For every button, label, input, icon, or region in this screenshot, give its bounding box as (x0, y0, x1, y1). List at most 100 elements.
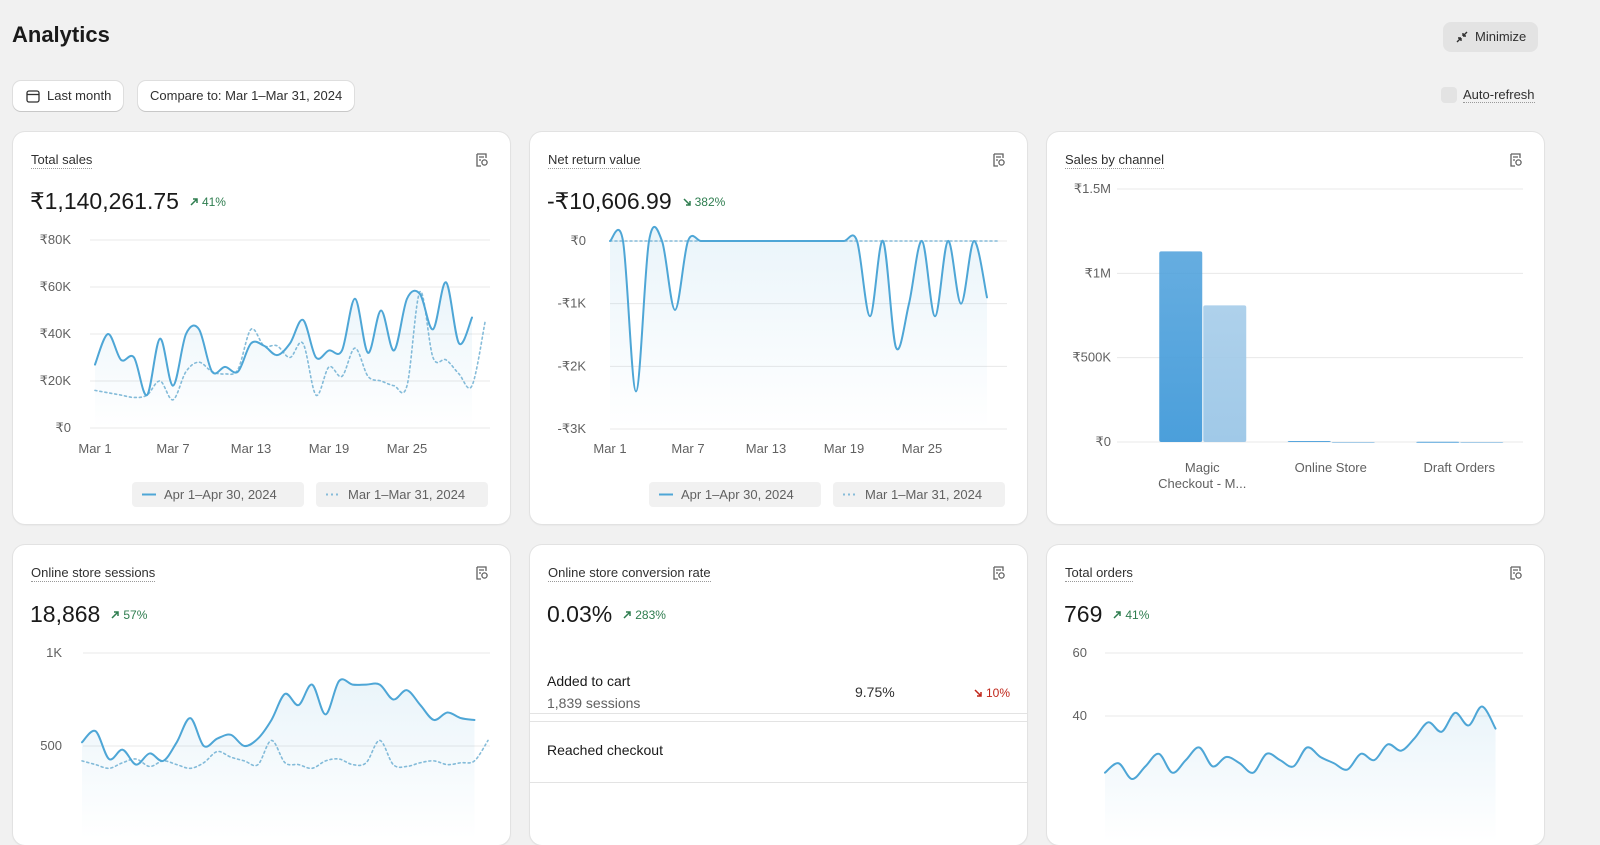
minimize-button[interactable]: Minimize (1443, 22, 1539, 52)
y-tick-label: -₹3K (557, 421, 586, 436)
card: Online store conversion rate 0.03% 283% Add… (530, 545, 1027, 845)
y-tick-label: ₹0 (570, 233, 586, 248)
legend-item: Apr 1–Apr 30, 2024 (649, 482, 821, 507)
legend-bg (833, 482, 1005, 507)
card-title[interactable]: Total orders (1065, 565, 1133, 582)
bar (1203, 305, 1247, 442)
funnel-row: Reached checkout (530, 721, 1027, 783)
change-value: 382% (694, 194, 726, 209)
compare-label: Compare to: Mar 1–Mar 31, 2024 (150, 88, 343, 103)
y-tick-label: 60 (1073, 645, 1087, 660)
y-tick-label: -₹2K (557, 358, 586, 373)
date-range-button[interactable]: Last month (13, 81, 124, 111)
x-tick-label: Mar 7 (1169, 545, 1202, 548)
legend-item: Mar 1–Mar 31, 2024 (833, 482, 1005, 507)
series-line (81, 678, 476, 766)
chart: ₹0 -₹1K -₹2K -₹3K Mar 1 Mar 7 Mar 13 Mar 19 Mar … (557, 225, 1007, 507)
icon-lens (998, 159, 1005, 166)
x-tick-label: Mar 1 (78, 441, 111, 456)
series-area (1105, 706, 1496, 842)
y-tick-label: ₹500K (1072, 350, 1111, 365)
trend-arrow (623, 610, 631, 619)
x-tick-label: Draft Orders (1423, 460, 1495, 475)
change-indicator: 382% (682, 194, 726, 209)
funnel-sessions: 1,839 sessions (547, 695, 641, 711)
explore-icon (476, 153, 488, 167)
bar (1460, 442, 1504, 443)
bar (1159, 251, 1203, 442)
x-tick-label: Online Store (1294, 460, 1367, 475)
card-value: 18,868 (30, 601, 101, 627)
card-value: 769 (1064, 601, 1103, 627)
trend-arrow (111, 610, 120, 619)
y-tick-label: ₹40K (40, 326, 72, 341)
chart: ₹0 ₹500K ₹1M ₹1.5M (1072, 181, 1523, 449)
card-value: ₹1,140,261.75 (30, 188, 179, 214)
change-indicator: 283% (622, 608, 666, 622)
auto-refresh-toggle[interactable]: Auto-refresh (1441, 87, 1535, 103)
card: Online store sessions 18,868 57% 500 1K Mar 1… (13, 545, 510, 845)
icon-lens (481, 159, 488, 166)
icon-lens (481, 572, 488, 579)
arrow-path (1113, 610, 1122, 619)
series-line (94, 281, 473, 397)
change-value: 41% (1125, 607, 1150, 622)
card: Sales by channel ₹0 ₹500K ₹1M ₹1.5M Magic Che… (1047, 132, 1544, 524)
date-range-label: Last month (47, 88, 112, 103)
series-line (609, 225, 988, 393)
trend-arrow (683, 197, 691, 206)
chart: ₹0 ₹20K ₹40K ₹60K ₹80K Mar 1 Mar 7 Mar 13 Mar 19… (40, 232, 490, 507)
card-title[interactable]: Online store conversion rate (548, 565, 711, 582)
x-tick-label: Mar 25 (1408, 545, 1448, 548)
funnel-label: Reached checkout (547, 742, 663, 758)
change-indicator: 41% (189, 195, 226, 209)
change-indicator: 41% (1112, 608, 1149, 622)
y-tick-label: ₹60K (40, 279, 72, 294)
legend-bg (649, 482, 821, 507)
x-tick-label: Mar 25 (387, 441, 427, 456)
x-tick-label: Mar 7 (671, 441, 704, 456)
legend-item: Mar 1–Mar 31, 2024 (316, 482, 488, 507)
y-tick-label: ₹20K (40, 373, 72, 388)
card-value-row: ₹1,140,261.75 41% (30, 188, 226, 215)
trend-arrow (1113, 610, 1122, 619)
compare-button[interactable]: Compare to: Mar 1–Mar 31, 2024 (138, 81, 355, 111)
trend-arrow (190, 197, 198, 206)
arrow-path (111, 610, 120, 619)
auto-refresh-label: Auto-refresh (1463, 87, 1535, 103)
checkbox[interactable] (1441, 87, 1457, 103)
x-tick-label: Magic Checkout - M... (1158, 460, 1247, 491)
explore-icon (993, 566, 1005, 580)
series-area (95, 282, 472, 428)
calendar-icon (26, 90, 40, 103)
y-tick-label: ₹0 (1095, 434, 1111, 449)
card: Net return value -₹10,606.99 382% ₹0 -₹1K -₹2… (530, 132, 1027, 524)
card-title[interactable]: Total sales (31, 152, 93, 169)
funnel-rate: 9.75% (855, 684, 895, 700)
x-tick-label: Mar 7 (156, 441, 189, 456)
icon-lens (1515, 572, 1522, 579)
bar (1331, 442, 1375, 443)
legend-label: Mar 1–Mar 31, 2024 (348, 487, 465, 502)
bar (1416, 441, 1460, 443)
minimize-label: Minimize (1475, 29, 1527, 44)
card: Total sales ₹1,140,261.75 41% ₹0 ₹20K ₹40K ₹60… (13, 132, 510, 524)
icon-lens (1515, 159, 1522, 166)
change-value: 10% (985, 686, 1010, 700)
change-value: 41% (201, 194, 226, 209)
card-title[interactable]: Net return value (548, 152, 641, 169)
x-tick-label: Mar 13 (746, 441, 786, 456)
y-tick-label: ₹80K (40, 232, 72, 247)
card-title[interactable]: Sales by channel (1065, 152, 1165, 169)
page-title: Analytics (12, 22, 110, 47)
legend-label: Mar 1–Mar 31, 2024 (865, 487, 982, 502)
x-tick-label: Mar 19 (305, 545, 345, 548)
change-value: 283% (635, 607, 666, 622)
card-title[interactable]: Online store sessions (31, 565, 156, 582)
card-value: 0.03% (547, 601, 613, 627)
legend-bg (132, 482, 304, 507)
arrow-path (190, 197, 198, 206)
y-tick-label: 40 (1073, 708, 1087, 723)
y-tick-label: ₹0 (55, 420, 71, 435)
explore-icon (993, 153, 1005, 167)
